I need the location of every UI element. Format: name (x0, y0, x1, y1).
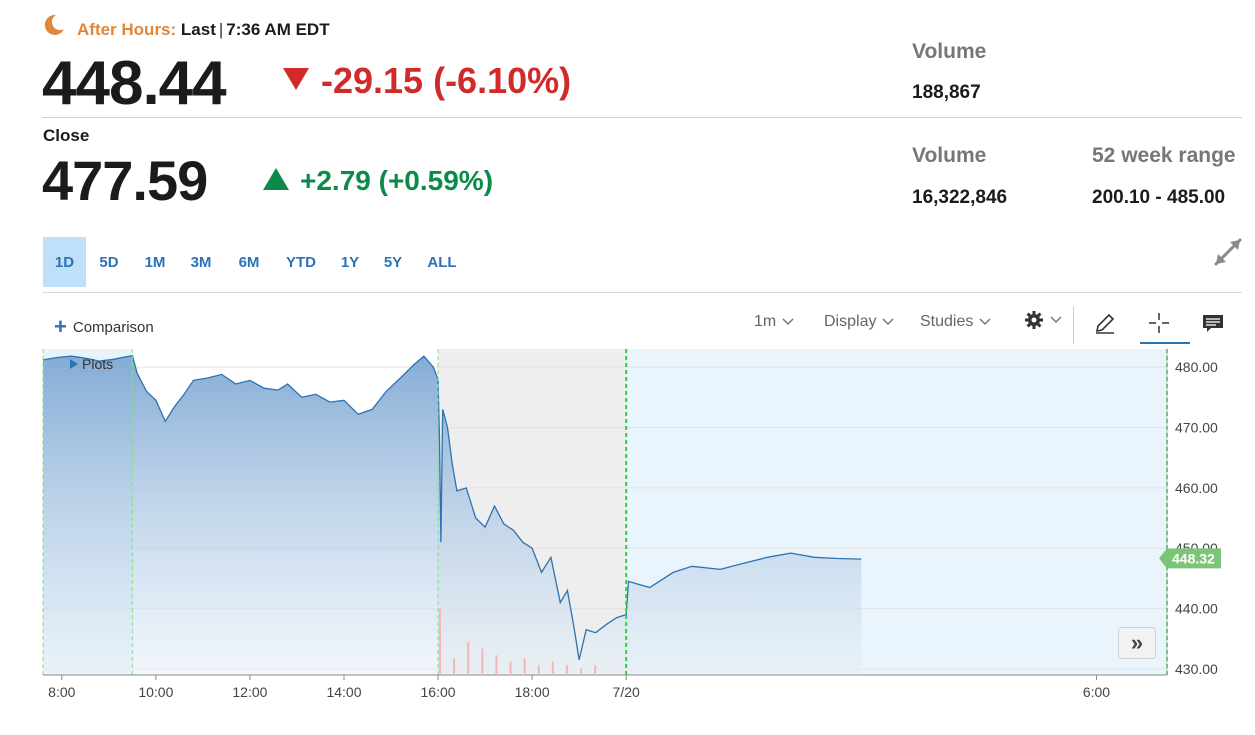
double-chevron-right-icon: » (1130, 630, 1144, 655)
studies-label: Studies (920, 313, 974, 330)
volume-bar (509, 661, 512, 675)
52-week-range-label: 52 week range (1092, 144, 1236, 167)
interval-label: 1m (754, 313, 777, 330)
plots-label: Plots (82, 356, 114, 372)
x-tick-label: 16:00 (421, 684, 456, 700)
y-tick-label: 470.00 (1175, 419, 1218, 435)
after-hours-price: 448.44 (42, 49, 227, 118)
x-tick-label: 18:00 (515, 684, 550, 700)
range-1m-button[interactable]: 1M (144, 253, 166, 271)
expand-icon[interactable] (1212, 236, 1244, 268)
studies-dropdown[interactable]: Studies (920, 313, 991, 331)
close-label: Close (43, 126, 90, 145)
comment-icon (1203, 315, 1223, 332)
volume-bar (438, 609, 441, 675)
volume-bar (551, 661, 554, 675)
volume-bar (481, 648, 484, 675)
ah-volume-value: 188,867 (912, 82, 981, 103)
volume-bar (565, 665, 568, 675)
gear-icon (1025, 311, 1043, 329)
volume-bar (495, 655, 498, 675)
crosshair-active-indicator (1140, 342, 1190, 344)
header-divider (42, 117, 1242, 118)
chevron-down-icon (979, 318, 991, 326)
chevron-down-icon (1050, 316, 1062, 324)
price-area (43, 355, 862, 675)
moon-icon (44, 14, 64, 35)
plus-icon: + (54, 314, 67, 339)
range-1d-button[interactable]: 1D (43, 237, 86, 287)
volume-bar (537, 665, 540, 675)
y-tick-label: 440.00 (1175, 601, 1218, 617)
scroll-right-button[interactable]: » (1118, 627, 1156, 659)
52-week-range-value: 200.10 - 485.00 (1092, 187, 1226, 208)
settings-dropdown[interactable] (1024, 310, 1062, 330)
range-6m-button[interactable]: 6M (238, 253, 260, 271)
chevron-down-icon (882, 318, 894, 326)
last-price-label: 448.32 (1172, 550, 1215, 566)
y-tick-label: 460.00 (1175, 480, 1218, 496)
volume-bar (523, 658, 526, 675)
x-tick-label: 7/20 (613, 684, 640, 700)
status-separator: | (218, 20, 224, 39)
range-5y-button[interactable]: 5Y (383, 253, 403, 271)
range-5d-button[interactable]: 5D (99, 253, 119, 271)
volume-bar (594, 665, 597, 675)
chevron-down-icon (782, 318, 794, 326)
x-tick-label: 10:00 (138, 684, 173, 700)
toolbar-divider (42, 292, 1242, 293)
comparison-label: Comparison (72, 318, 154, 336)
close-change: +2.79 (+0.59%) (300, 165, 494, 196)
range-3m-button[interactable]: 3M (190, 253, 212, 271)
toolbar-separator (1073, 306, 1074, 344)
x-tick-label: 8:00 (48, 684, 75, 700)
price-line (42, 354, 862, 661)
ah-volume-label: Volume (912, 40, 987, 63)
comparison-button[interactable]: + Comparison (54, 316, 154, 338)
x-tick-label: 14:00 (326, 684, 361, 700)
last-label: Last (180, 20, 216, 39)
crosshair-icon (1149, 313, 1169, 333)
x-tick-label: 6:00 (1083, 684, 1110, 700)
y-tick-label: 480.00 (1175, 359, 1218, 375)
volume-bar (467, 642, 470, 675)
last-price-tag (1159, 548, 1221, 569)
crosshair-button[interactable] (1142, 306, 1176, 340)
range-1y-button[interactable]: 1Y (340, 253, 360, 271)
display-label: Display (824, 313, 877, 330)
pencil-icon (1095, 313, 1115, 334)
y-tick-label: 430.00 (1175, 661, 1218, 677)
after-hours-change: -29.15 (-6.10%) (321, 60, 572, 101)
annotation-button[interactable] (1196, 306, 1230, 340)
interval-dropdown[interactable]: 1m (754, 313, 794, 331)
after-hours-label: After Hours: (77, 20, 177, 39)
play-icon (70, 359, 78, 369)
range-all-button[interactable]: ALL (427, 253, 457, 271)
after-hours-time: 7:36 AM EDT (226, 20, 330, 39)
volume-bar (580, 668, 583, 675)
plots-toggle[interactable]: Plots (70, 356, 113, 372)
volume-bar (453, 658, 456, 675)
x-tick-label: 12:00 (232, 684, 267, 700)
volume-value: 16,322,846 (912, 187, 1008, 208)
close-price: 477.59 (42, 149, 208, 212)
up-arrow-icon (263, 168, 289, 190)
after-hours-status: After Hours: Last | 7:36 AM EDT (77, 20, 330, 40)
range-ytd-button[interactable]: YTD (286, 253, 316, 271)
display-dropdown[interactable]: Display (824, 313, 894, 331)
down-arrow-icon (283, 68, 309, 90)
draw-tool-button[interactable] (1088, 306, 1122, 340)
volume-label: Volume (912, 144, 987, 167)
